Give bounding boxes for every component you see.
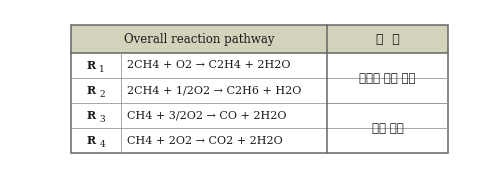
Text: R: R [87, 110, 96, 121]
Text: 2: 2 [99, 90, 105, 99]
Bar [70, 53, 447, 78]
Bar [70, 103, 447, 128]
Text: 4: 4 [99, 141, 105, 149]
Text: R: R [87, 60, 96, 71]
Text: 비  고: 비 고 [375, 33, 399, 46]
Text: 비균일 촉매 반응: 비균일 촉매 반응 [359, 72, 415, 84]
Bar [70, 25, 327, 53]
Bar [327, 25, 447, 53]
Text: Overall reaction pathway: Overall reaction pathway [123, 33, 274, 46]
Text: R: R [87, 85, 96, 96]
Text: 2CH4 + 1/2O2 → C2H6 + H2O: 2CH4 + 1/2O2 → C2H6 + H2O [127, 86, 301, 96]
Text: R: R [87, 135, 96, 146]
Text: 1: 1 [99, 65, 105, 74]
Text: 2CH4 + O2 → C2H4 + 2H2O: 2CH4 + O2 → C2H4 + 2H2O [127, 60, 290, 70]
Text: CH4 + 3/2O2 → CO + 2H2O: CH4 + 3/2O2 → CO + 2H2O [127, 111, 286, 121]
Text: 기상 반응: 기상 반응 [371, 122, 403, 135]
Bar [70, 128, 447, 153]
Text: 3: 3 [99, 115, 105, 124]
Text: CH4 + 2O2 → CO2 + 2H2O: CH4 + 2O2 → CO2 + 2H2O [127, 136, 283, 146]
Bar [70, 78, 447, 103]
